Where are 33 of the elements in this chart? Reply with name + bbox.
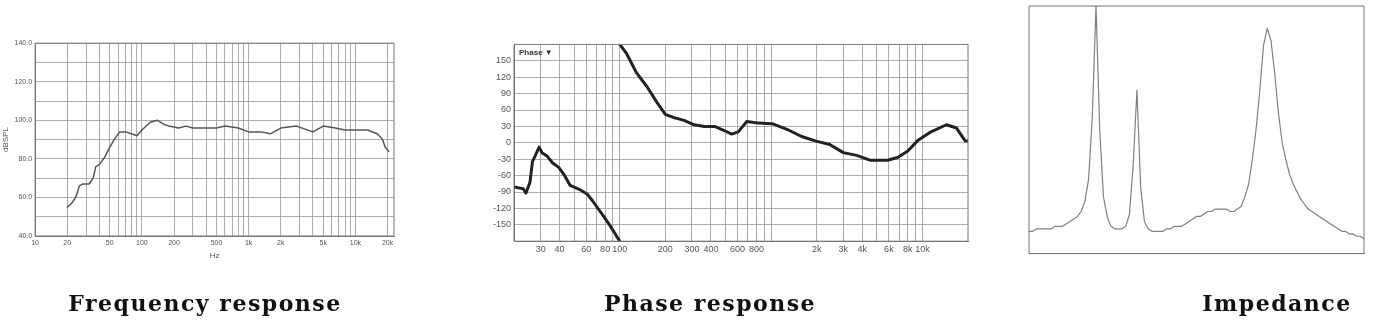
x-tick-label: 400 (703, 244, 719, 255)
y-tick-label: -60 (498, 170, 512, 181)
x-tick-label: 300 (684, 244, 700, 255)
y-tick-label: 120 (495, 71, 512, 82)
x-tick-label: 10k (915, 244, 931, 255)
y-tick-label: -120 (493, 202, 512, 213)
x-tick-label: 100 (612, 244, 628, 255)
x-tick-label: 800 (748, 244, 764, 255)
x-tick-label: 2k (811, 244, 822, 255)
y-tick-label: -30 (498, 153, 512, 164)
y-tick-label: 60 (501, 104, 512, 115)
x-tick-label: 8k (903, 244, 914, 255)
annotation: Phase ▼ (519, 47, 553, 57)
x-tick-label: 40 (554, 244, 565, 255)
x-tick-label: 600 (730, 244, 746, 255)
x-tick-label: 6k (884, 244, 895, 255)
y-tick-label: 150 (495, 55, 512, 66)
text: Impedance (1201, 290, 1353, 316)
x-tick-label: 200 (657, 244, 673, 255)
x-axis-title: Hz (209, 251, 220, 261)
x-tick-label: 60 (581, 244, 592, 255)
x-tick-label: 3k (838, 244, 849, 255)
y-tick-label: 90 (501, 88, 512, 99)
x-tick-label: 4k (857, 244, 868, 255)
text: Phase response (602, 290, 818, 316)
y-tick-label: 30 (501, 120, 512, 131)
text: Frequency response (67, 290, 343, 316)
x-tick-label: 80 (600, 244, 611, 255)
y-tick-label: -150 (493, 219, 512, 230)
y-axis-title: dBSPL (1, 126, 10, 153)
x-tick-label: 30 (535, 244, 546, 255)
y-tick-label: -90 (498, 186, 512, 197)
y-tick-label: 0 (506, 137, 512, 148)
